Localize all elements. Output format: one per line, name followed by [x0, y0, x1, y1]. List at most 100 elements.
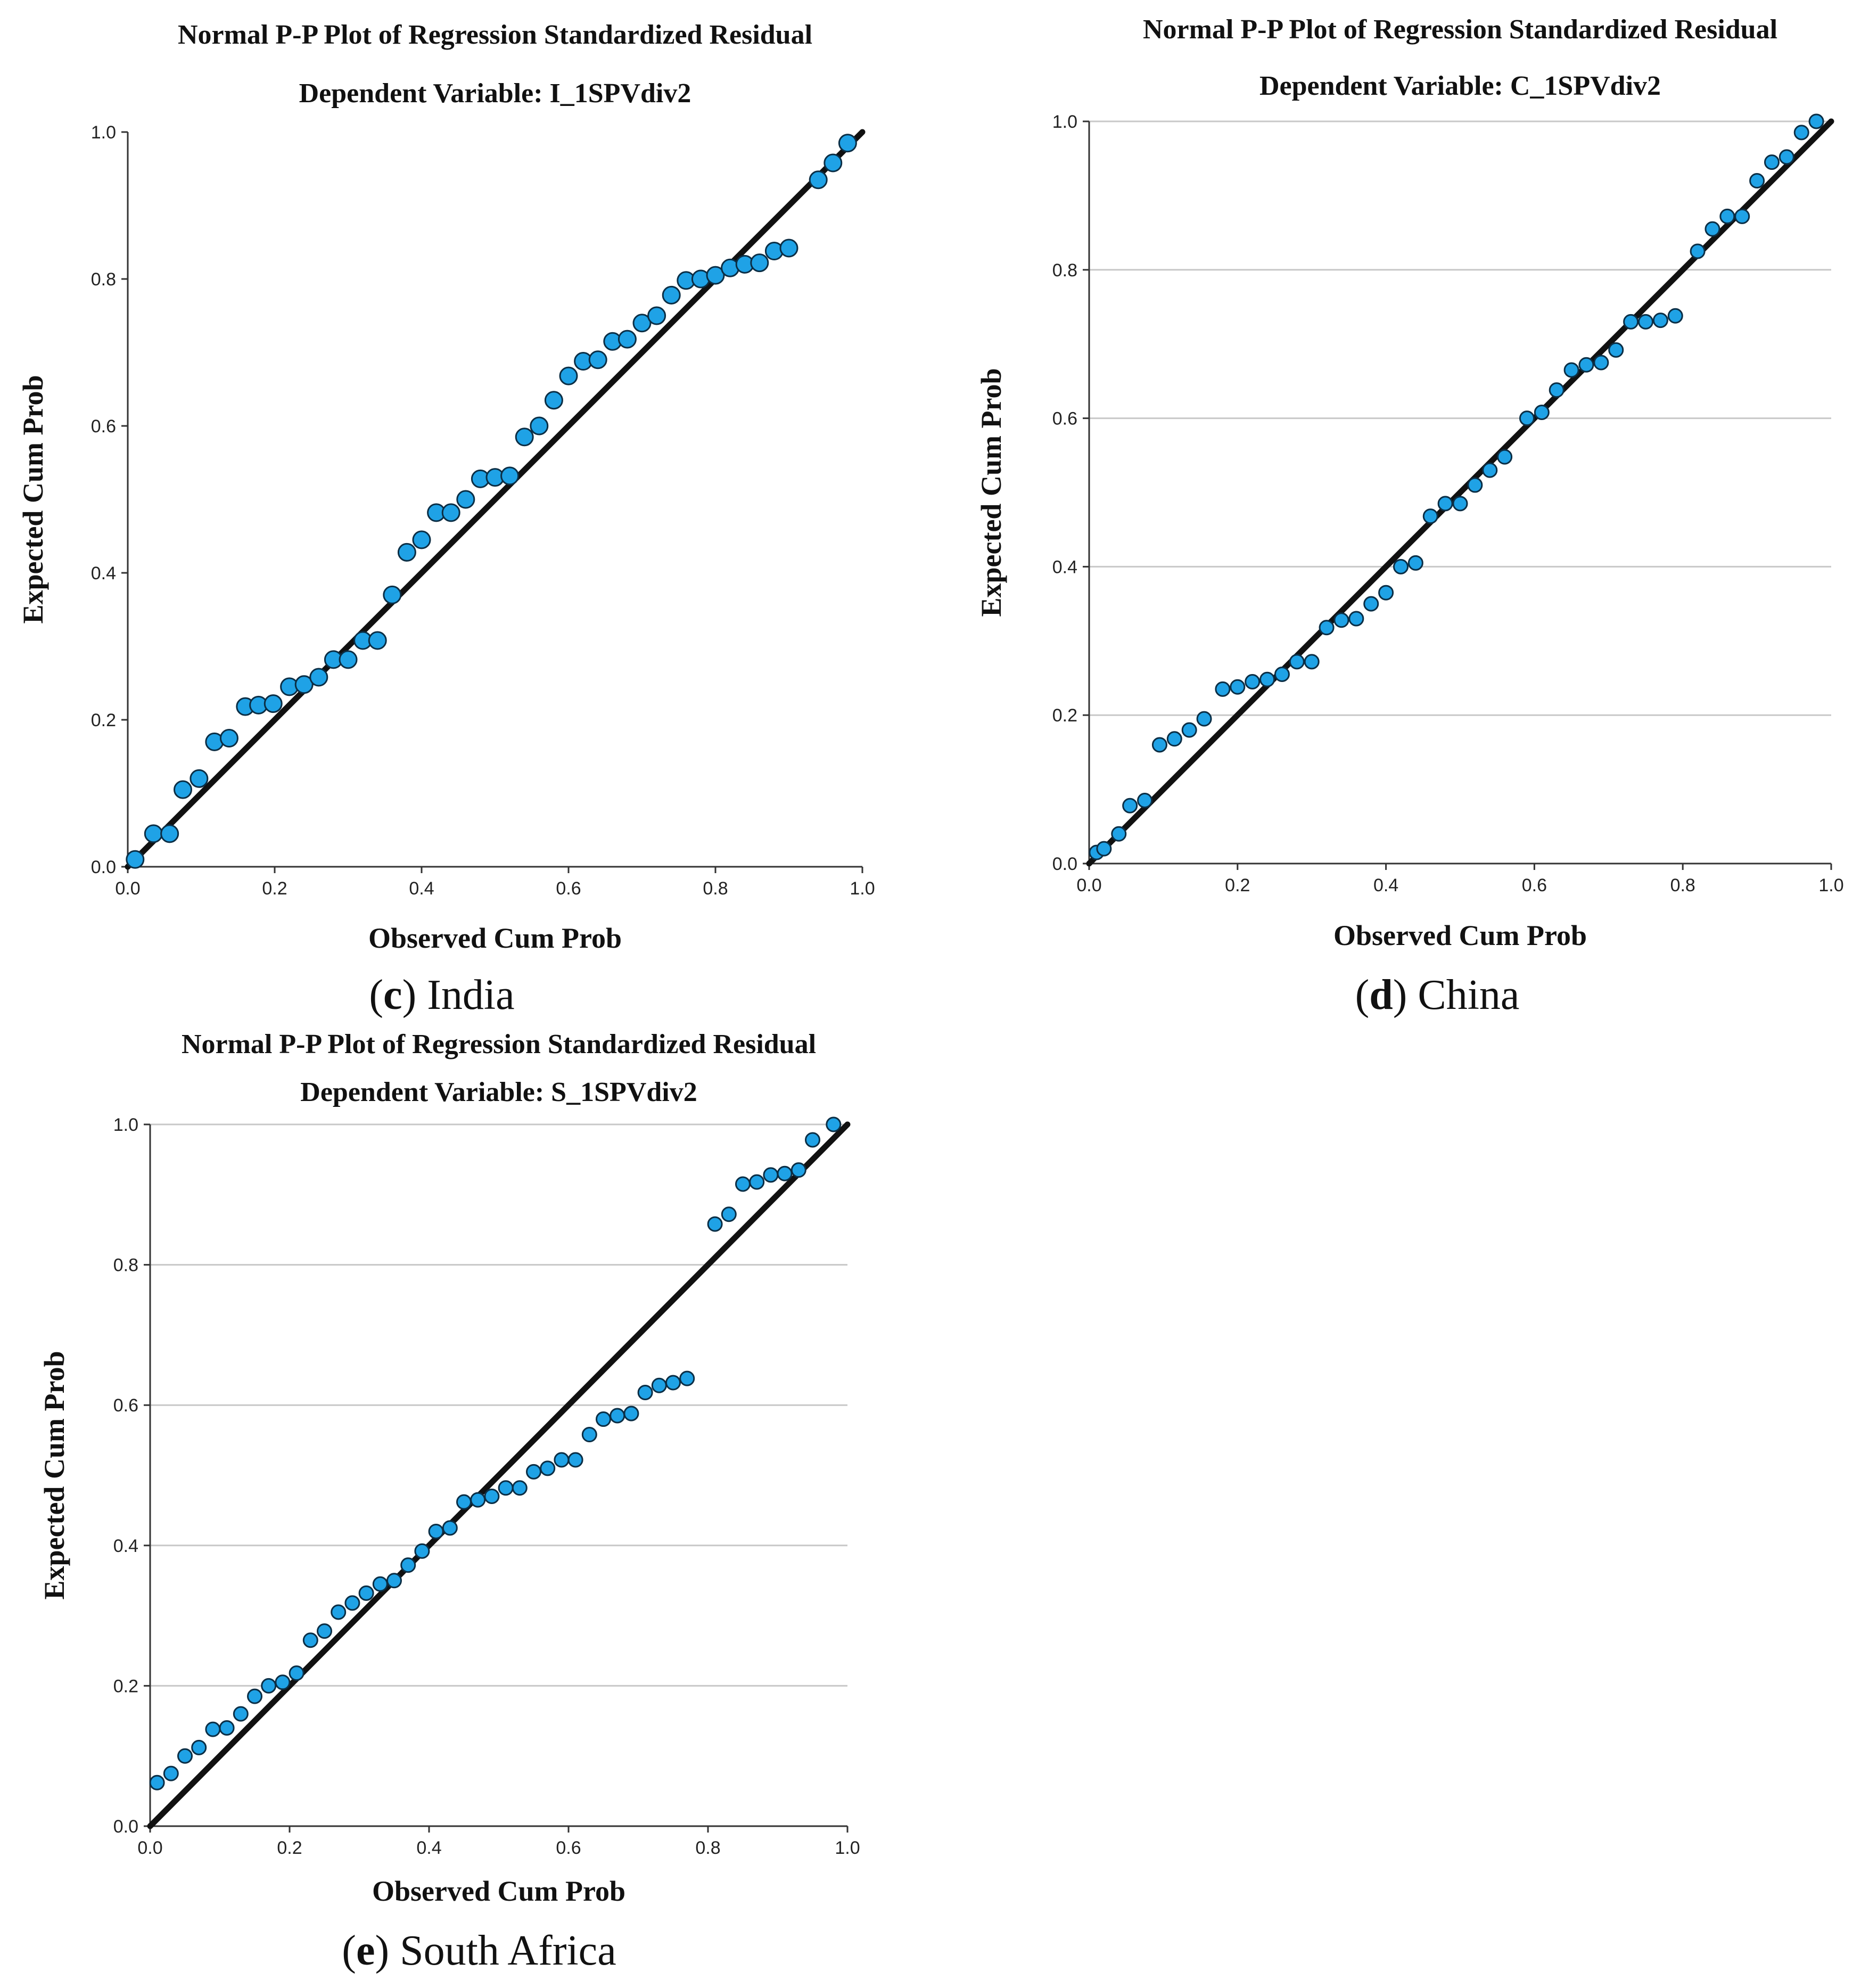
data-point: [302, 1632, 318, 1648]
data-point: [749, 1174, 765, 1190]
data-point: [1319, 620, 1335, 636]
y-axis-label: Expected Cum Prob: [975, 368, 1007, 617]
x-tick-label: 0.6: [1522, 875, 1547, 896]
data-point: [1393, 558, 1409, 574]
data-point: [706, 266, 725, 285]
data-point: [838, 134, 857, 153]
data-point: [1363, 596, 1379, 612]
data-point: [1549, 382, 1564, 398]
data-point: [1215, 681, 1231, 697]
data-point: [1778, 149, 1794, 165]
data-point: [470, 1492, 486, 1508]
data-point: [1289, 654, 1305, 670]
y-tick-label: 0.0: [1052, 854, 1077, 874]
caption-paren-open: (: [369, 972, 383, 1018]
x-tick-label: 0.0: [137, 1838, 162, 1858]
data-point: [1181, 722, 1197, 738]
chart-subtitle: Dependent Variable: C_1SPVdiv2: [1259, 71, 1661, 101]
reference-line: [125, 129, 866, 870]
caption-paren-close: ): [375, 1927, 389, 1974]
data-point: [1467, 477, 1483, 493]
x-tick-label: 0.6: [556, 878, 581, 899]
y-tick-label: 0.2: [91, 710, 116, 730]
data-point: [219, 1720, 235, 1736]
data-point: [219, 729, 238, 747]
data-point: [144, 824, 163, 843]
data-point: [149, 1775, 165, 1790]
data-point: [1534, 404, 1550, 420]
x-tick-label: 1.0: [835, 1838, 860, 1858]
x-tick-label: 0.0: [115, 878, 140, 899]
y-tick-label: 0.8: [113, 1255, 138, 1276]
data-point: [1667, 308, 1683, 324]
y-axis-label: Expected Cum Prob: [38, 1351, 70, 1600]
x-tick-label: 0.8: [703, 878, 728, 899]
data-point: [651, 1377, 667, 1393]
data-point: [544, 391, 563, 410]
data-point: [1690, 243, 1706, 259]
data-point: [1452, 496, 1468, 512]
data-point: [596, 1411, 611, 1427]
data-point: [662, 285, 681, 305]
chart-title: Normal P-P Plot of Regression Standardiz…: [1143, 14, 1777, 45]
reference-line: [147, 1121, 851, 1829]
data-point: [777, 1165, 793, 1181]
y-tick-label: 0.8: [91, 269, 116, 290]
y-tick-label: 0.0: [91, 857, 116, 877]
data-point: [163, 1765, 179, 1781]
x-tick-label: 1.0: [850, 878, 875, 899]
x-tick-label: 0.6: [556, 1838, 581, 1858]
data-point: [617, 330, 637, 349]
x-tick-label: 0.4: [1373, 875, 1398, 896]
data-point: [1652, 313, 1668, 328]
data-point: [456, 1494, 472, 1510]
data-point: [1245, 673, 1261, 689]
data-point: [1764, 154, 1780, 170]
data-point: [1111, 826, 1127, 842]
data-point: [261, 1678, 277, 1694]
data-point: [1333, 612, 1349, 628]
data-point: [750, 253, 769, 273]
x-axis-label: Observed Cum Prob: [372, 1875, 625, 1907]
data-point: [1122, 798, 1138, 814]
data-point: [1348, 611, 1364, 627]
data-point: [190, 769, 209, 788]
data-point: [1437, 496, 1453, 512]
y-tick-label: 0.2: [113, 1676, 138, 1696]
chart-panel-e: Normal P-P Plot of Regression Standardiz…: [38, 1029, 860, 1974]
data-point: [567, 1452, 583, 1468]
data-point: [368, 631, 387, 650]
data-point: [500, 466, 520, 486]
data-point: [247, 1688, 262, 1704]
data-point: [126, 850, 145, 869]
y-axis-label: Expected Cum Prob: [17, 375, 49, 624]
data-point: [1593, 355, 1609, 371]
data-point: [191, 1739, 207, 1755]
data-point: [763, 1167, 779, 1183]
data-point: [1793, 125, 1809, 141]
x-axis-label: Observed Cum Prob: [1333, 919, 1587, 951]
data-point: [1259, 671, 1275, 687]
y-tick-label: 0.2: [1052, 705, 1077, 726]
data-point: [456, 490, 475, 509]
data-point: [372, 1576, 388, 1592]
data-point: [1563, 362, 1579, 378]
data-point: [498, 1480, 514, 1496]
y-tick-label: 1.0: [91, 122, 116, 143]
y-tick-label: 0.4: [1052, 557, 1077, 577]
data-point: [581, 1427, 597, 1443]
data-point: [1497, 449, 1513, 465]
data-point: [358, 1585, 374, 1601]
data-point: [400, 1557, 416, 1573]
data-point: [317, 1623, 332, 1639]
chart-subtitle: Dependent Variable: S_1SPVdiv2: [300, 1077, 697, 1107]
y-tick-label: 0.4: [113, 1536, 138, 1556]
data-point: [344, 1595, 360, 1611]
caption-paren-open: (: [342, 1927, 356, 1974]
data-point: [1137, 793, 1153, 809]
caption-text: China: [1407, 972, 1519, 1018]
x-tick-label: 0.8: [695, 1838, 720, 1858]
y-tick-label: 0.6: [113, 1395, 138, 1416]
data-point: [540, 1460, 556, 1476]
